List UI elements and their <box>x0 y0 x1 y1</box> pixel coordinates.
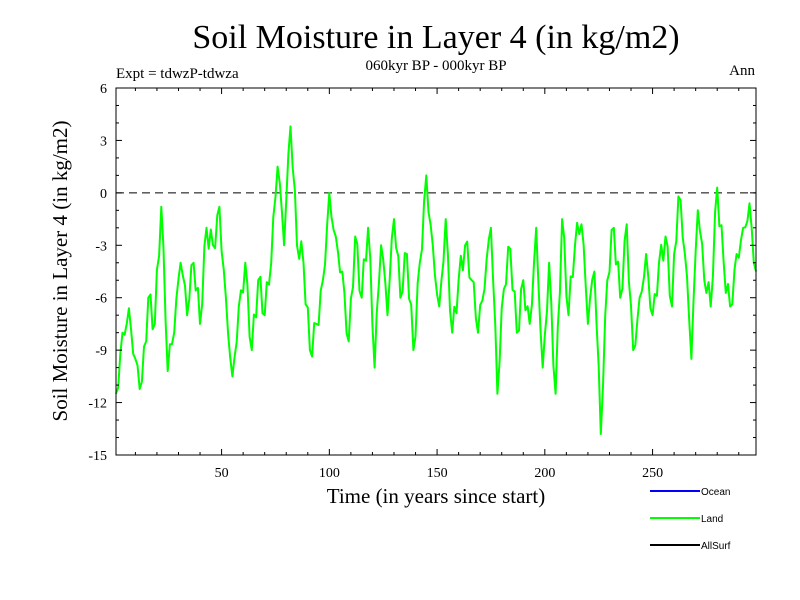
legend-entry-label: Land <box>701 514 723 525</box>
x-tick-label: 100 <box>319 466 340 481</box>
x-tick-label: 200 <box>534 466 555 481</box>
series-group <box>115 125 757 435</box>
season-label: Ann <box>729 63 755 79</box>
legend-entry-label: AllSurf <box>701 541 731 552</box>
x-tick-label: 250 <box>642 466 663 481</box>
y-tick-label: -12 <box>88 397 107 412</box>
axis-ticks: 6 3 0 -3 -6 -9 -12 -15 50 100 150 200 250 <box>88 82 756 481</box>
y-tick-label: 6 <box>100 82 107 97</box>
y-tick-label: 3 <box>100 134 107 149</box>
plot-frame <box>115 87 757 456</box>
y-axis-label: Soil Moisture in Layer 4 (in kg/m2) <box>48 121 72 422</box>
legend: Ocean Land AllSurf <box>650 487 731 552</box>
y-tick-label: -6 <box>95 292 107 307</box>
y-tick-label: -3 <box>95 239 107 254</box>
y-tick-label: 0 <box>100 187 107 202</box>
series-line-land <box>115 125 757 435</box>
x-axis-label: Time (in years since start) <box>327 484 546 508</box>
chart-title: Soil Moisture in Layer 4 (in kg/m2) <box>192 19 679 56</box>
y-tick-label: -9 <box>95 344 107 359</box>
legend-entry-label: Ocean <box>701 487 730 498</box>
experiment-label: Expt = tdwzP-tdwza <box>116 66 239 82</box>
x-tick-label: 150 <box>427 466 448 481</box>
x-tick-label: 50 <box>215 466 229 481</box>
chart-subtitle: 060kyr BP - 000kyr BP <box>365 58 506 74</box>
y-tick-label: -15 <box>88 449 107 464</box>
